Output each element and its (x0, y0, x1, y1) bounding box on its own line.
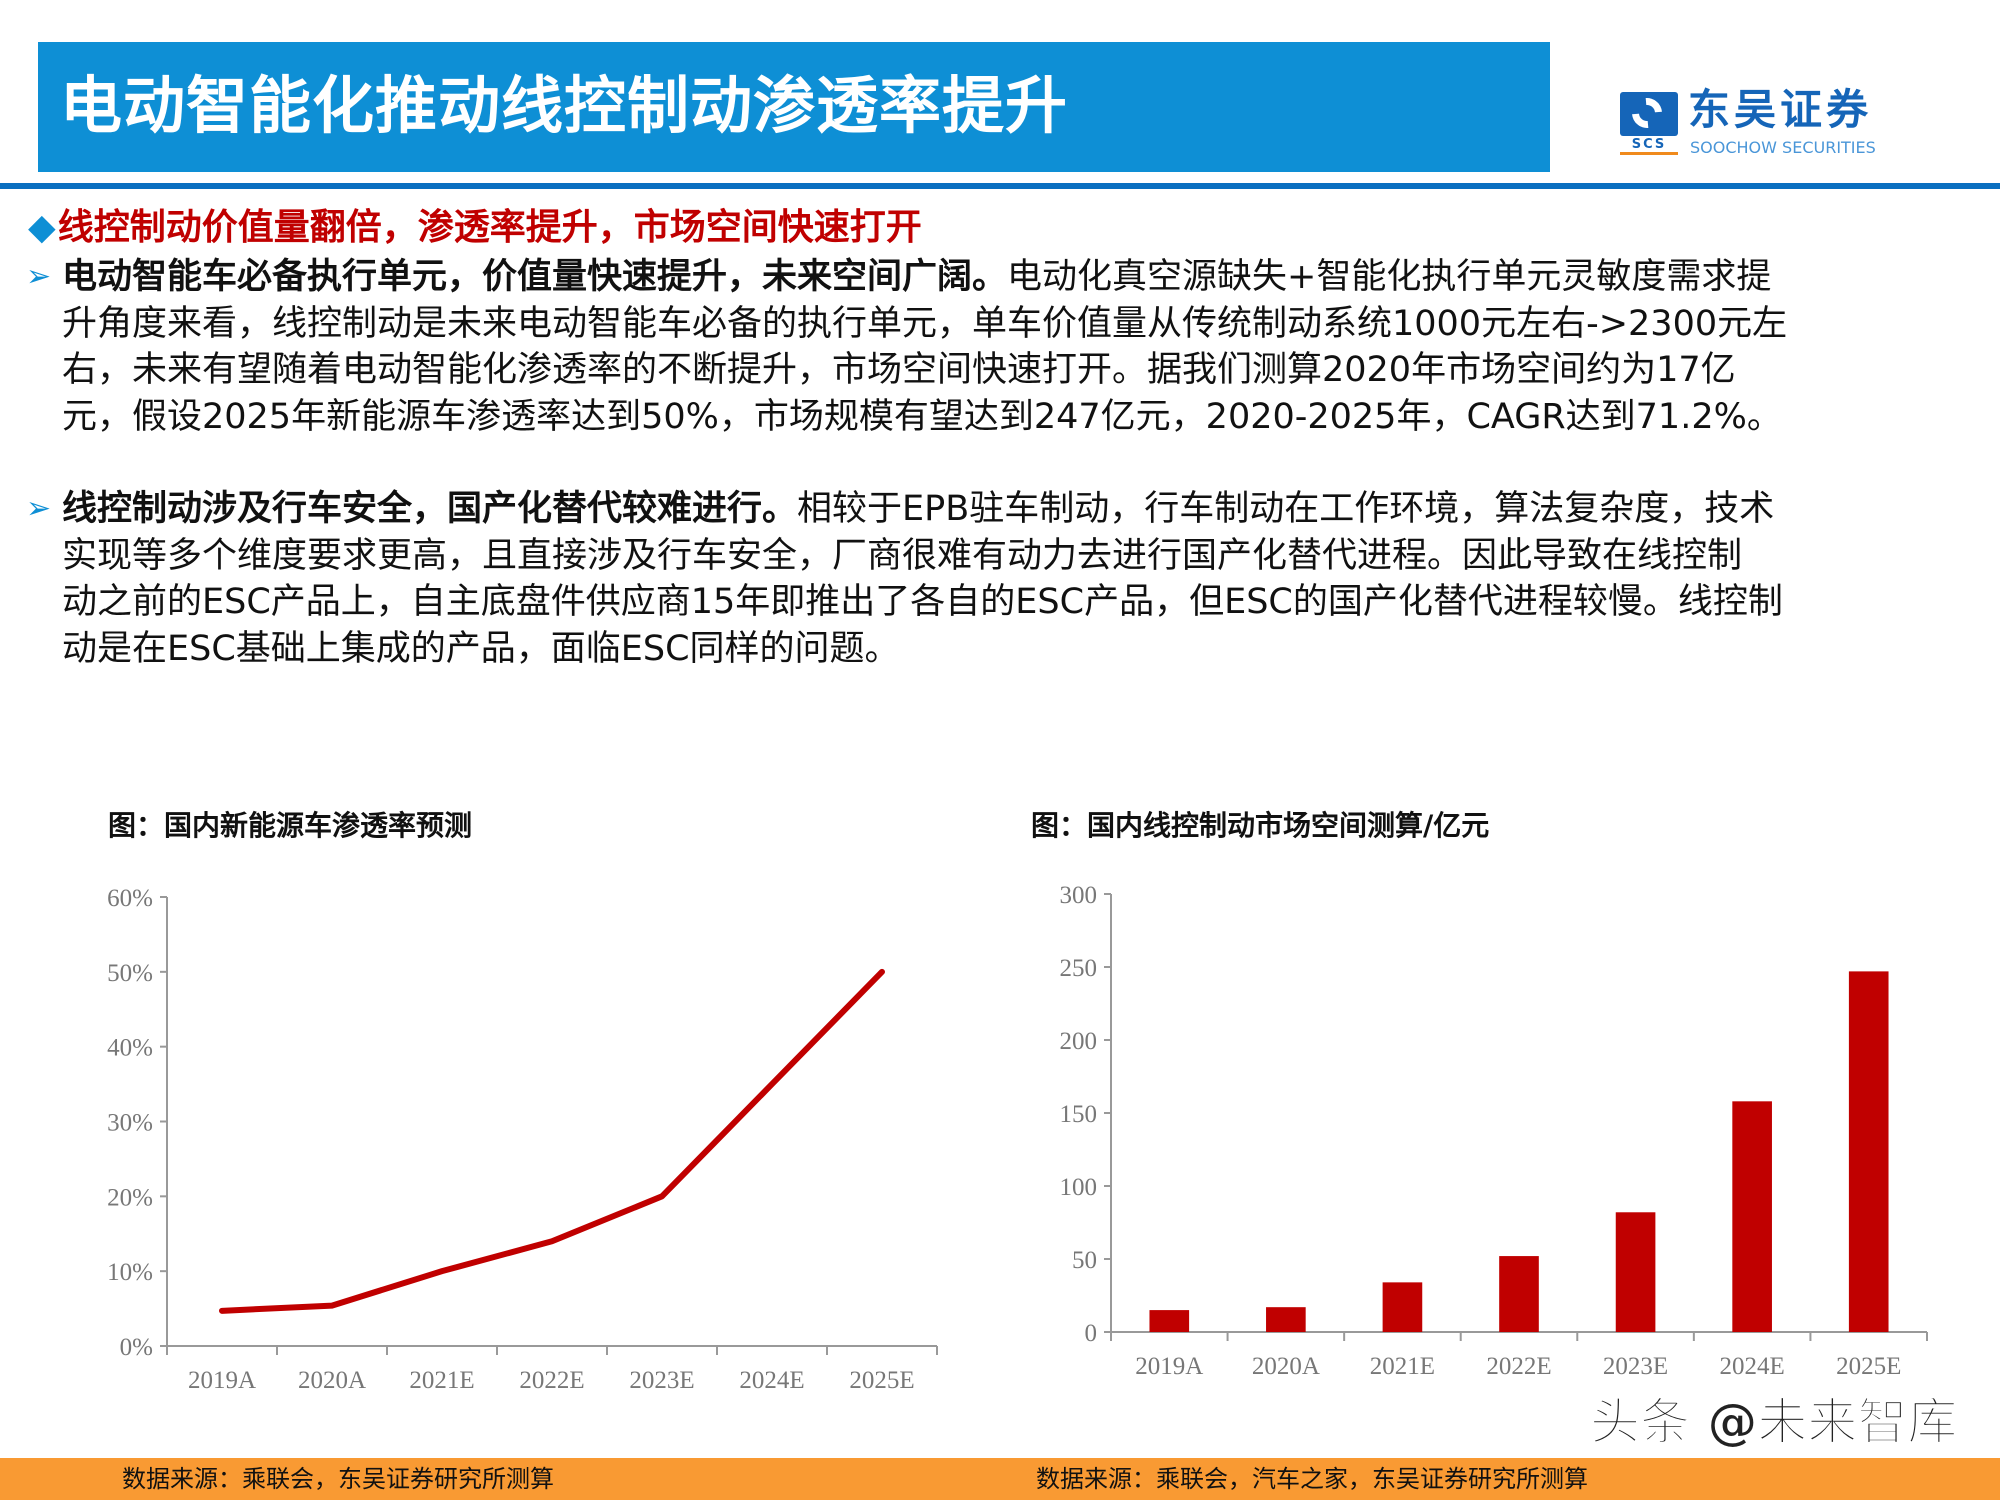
y-tick-label: 50% (107, 960, 153, 987)
footer-bar: 数据来源：乘联会，东吴证券研究所测算 数据来源：乘联会，汽车之家，东吴证券研究所… (0, 1458, 2000, 1500)
logo-en: SOOCHOW SECURITIES (1690, 138, 1876, 157)
y-tick-label: 0 (1085, 1320, 1098, 1347)
paragraph-line: 相较于EPB驻车制动，行车制动在工作环境，算法复杂度，技术 (797, 489, 1775, 529)
logo-scs: SCS (1620, 138, 1678, 155)
x-tick-label: 2024E (739, 1367, 804, 1394)
chart-1-title: 图：国内新能源车渗透率预测 (108, 809, 473, 842)
bar-2021E (1382, 1282, 1423, 1332)
penetration-line (219, 968, 885, 1314)
y-tick-label: 10% (107, 1259, 153, 1286)
chart-2-title: 图：国内线控制动市场空间测算/亿元 (1031, 809, 1490, 842)
chart-2-source: 数据来源：乘联会，汽车之家，东吴证券研究所测算 (1036, 1465, 1588, 1493)
x-tick-label: 2020A (298, 1367, 366, 1394)
x-tick-label: 2019A (188, 1367, 256, 1394)
y-tick-label: 0% (120, 1334, 153, 1361)
x-tick-label: 2021E (1370, 1353, 1435, 1380)
y-tick-label: 30% (107, 1110, 153, 1137)
paragraph-line: 右，未来有望随着电动智能化渗透率的不断提升，市场空间快速打开。据我们测算2020… (62, 350, 1736, 390)
x-tick-label: 2024E (1720, 1353, 1785, 1380)
paragraph-2: ➢ 线控制动涉及行车安全，国产化替代较难进行。相较于EPB驻车制动，行车制动在工… (26, 486, 1976, 672)
header-rule (0, 183, 2000, 189)
paragraph-line: 动之前的ESC产品上，自主底盘件供应商15年即推出了各自的ESC产品，但ESC的… (62, 582, 1783, 622)
logo-mark-icon (1620, 92, 1678, 136)
soochow-logo: SCS 东吴证券 SOOCHOW SECURITIES (1620, 86, 1920, 162)
y-tick-label: 200 (1060, 1028, 1098, 1055)
y-tick-label: 50 (1072, 1247, 1097, 1274)
paragraph-line: 电动化真空源缺失+智能化执行单元灵敏度需求提 (1007, 257, 1772, 297)
bar-2020A (1266, 1307, 1306, 1332)
paragraph-line: 动是在ESC基础上集成的产品，面临ESC同样的问题。 (62, 628, 900, 669)
paragraph-1-lead: 电动智能车必备执行单元，价值量快速提升，未来空间广阔。 (62, 257, 1008, 297)
page-title: 电动智能化推动线控制动渗透率提升 (60, 69, 1069, 142)
x-tick-label: 2019A (1135, 1353, 1203, 1380)
section-heading: ◆线控制动价值量翻倍，渗透率提升，市场空间快速打开 (28, 206, 922, 250)
x-tick-label: 2025E (849, 1367, 914, 1394)
x-tick-label: 2025E (1836, 1353, 1901, 1380)
x-tick-label: 2020A (1252, 1353, 1320, 1380)
diamond-icon: ◆ (28, 207, 56, 248)
logo-cn: 东吴证券 (1688, 85, 1873, 134)
paragraph-line: 实现等多个维度要求更高，且直接涉及行车安全，厂商很难有动力去进行国产化替代进程。… (62, 535, 1743, 576)
chevron-right-icon: ➢ (26, 259, 52, 294)
x-tick-label: 2023E (629, 1367, 694, 1394)
x-tick-label: 2023E (1603, 1353, 1668, 1380)
y-tick-label: 150 (1060, 1101, 1098, 1128)
bar-2024E (1732, 1101, 1772, 1332)
chart-1-source: 数据来源：乘联会，东吴证券研究所测算 (122, 1465, 554, 1493)
paragraph-line: 元，假设2025年新能源车渗透率达到50%，市场规模有望达到247亿元，2020… (62, 396, 1782, 437)
y-tick-label: 100 (1060, 1174, 1098, 1201)
y-tick-label: 20% (107, 1184, 153, 1211)
bar-2019A (1149, 1310, 1190, 1332)
bar-2023E (1615, 1212, 1656, 1332)
watermark: 头条 @未来智库 (1589, 1393, 1958, 1452)
bar-2022E (1499, 1256, 1539, 1332)
y-tick-label: 40% (107, 1035, 153, 1062)
paragraph-line: 升角度来看，线控制动是未来电动智能车必备的执行单元，单车价值量从传统制动系统10… (62, 303, 1788, 344)
x-tick-label: 2022E (1486, 1353, 1551, 1380)
y-tick-label: 300 (1060, 882, 1098, 909)
paragraph-1: ➢ 电动智能车必备执行单元，价值量快速提升，未来空间广阔。电动化真空源缺失+智能… (26, 254, 1976, 440)
y-tick-label: 250 (1060, 955, 1098, 982)
x-tick-label: 2021E (409, 1367, 474, 1394)
paragraph-2-lead: 线控制动涉及行车安全，国产化替代较难进行。 (62, 489, 798, 529)
bar-2025E (1848, 971, 1889, 1332)
title-banner: 电动智能化推动线控制动渗透率提升 (38, 42, 1550, 172)
x-tick-label: 2022E (519, 1367, 584, 1394)
chevron-right-icon: ➢ (26, 491, 52, 526)
y-tick-label: 60% (107, 885, 153, 912)
section-heading-text: 线控制动价值量翻倍，渗透率提升，市场空间快速打开 (57, 207, 922, 248)
